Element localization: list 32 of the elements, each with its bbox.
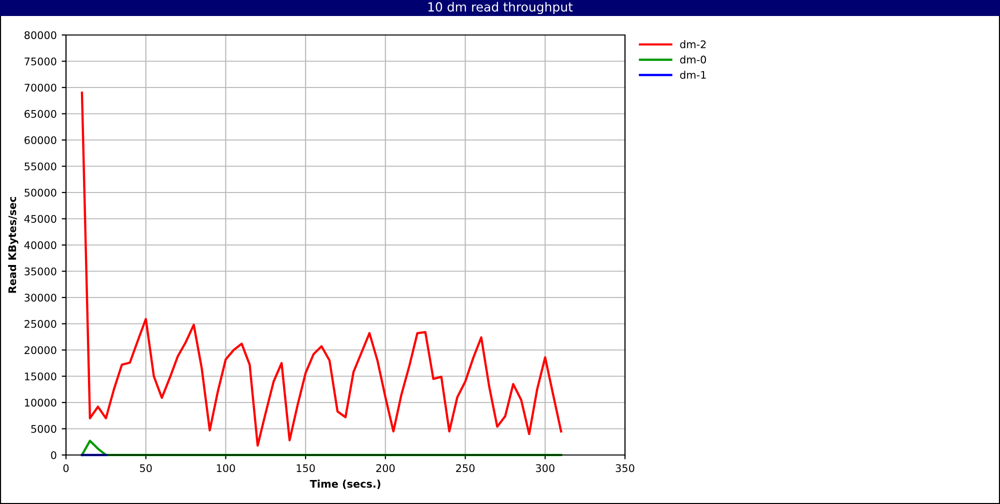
- y-tick-label: 70000: [24, 84, 56, 92]
- chart-title: 10 dm read throughput: [428, 2, 573, 14]
- y-tick-label: 45000: [24, 214, 56, 223]
- legend-label: dm-0: [680, 55, 706, 64]
- x-tick-label: 250: [456, 464, 475, 472]
- x-tick-label: 300: [536, 464, 554, 472]
- x-axis-title: Time (secs.): [310, 480, 380, 489]
- y-tick-label: 55000: [24, 162, 56, 170]
- y-tick-label: 65000: [24, 110, 56, 118]
- y-tick-label: 15000: [24, 372, 56, 380]
- y-tick-label: 40000: [24, 241, 56, 250]
- y-tick-label: 30000: [24, 294, 56, 302]
- x-tick-label: 350: [616, 464, 634, 472]
- y-tick-label: 5000: [31, 424, 56, 433]
- x-tick-label: 50: [140, 464, 152, 472]
- y-tick-label: 50000: [24, 188, 56, 197]
- y-tick-label: 0: [51, 451, 56, 460]
- y-tick-label: 35000: [24, 267, 56, 276]
- y-tick-label: 80000: [24, 31, 56, 40]
- y-tick-label: 20000: [24, 346, 56, 354]
- y-axis-title: Read KBytes/sec: [8, 196, 18, 293]
- legend-label: dm-1: [680, 70, 706, 79]
- x-tick-label: 150: [296, 464, 315, 472]
- legend-label: dm-2: [680, 40, 706, 48]
- line-series: [80, 92, 562, 447]
- x-tick-label: 100: [216, 464, 235, 472]
- y-tick-label: 10000: [24, 398, 56, 407]
- y-tick-label: 25000: [24, 320, 56, 328]
- y-tick-label: 75000: [24, 57, 56, 66]
- x-tick-label: 200: [376, 464, 395, 472]
- x-tick-label: 0: [63, 464, 69, 472]
- y-tick-label: 60000: [24, 136, 56, 144]
